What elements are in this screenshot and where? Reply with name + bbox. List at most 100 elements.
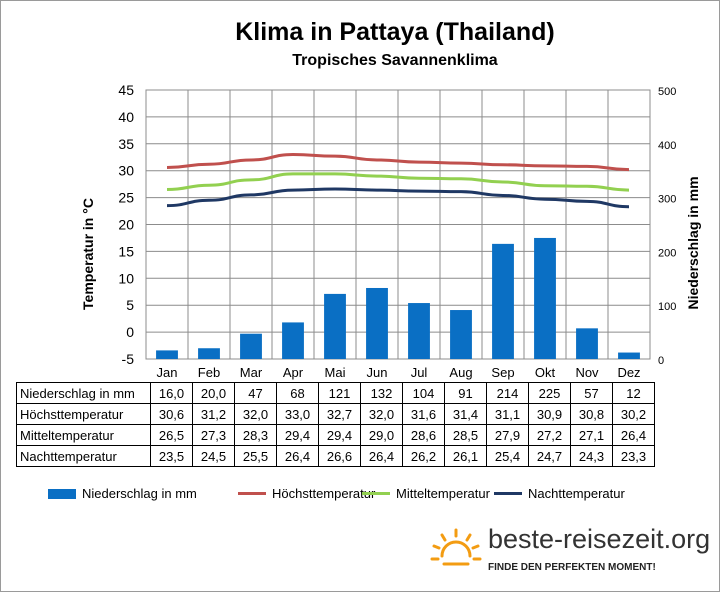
table-cell: 28,3 [234,424,277,446]
table-cell: 104 [402,382,445,404]
y-right-tick-label: 500 [658,86,676,98]
table-cell: 26,2 [402,445,445,467]
bar-aug [450,310,472,359]
bar-jul [408,303,430,359]
table-cell: 26,4 [360,445,403,467]
table-row: Höchsttemperatur 30,6 31,2 32,0 33,0 32,7 32,0… [16,403,655,425]
table-cell: 47 [234,382,277,404]
legend-swatch [494,492,522,495]
table-cell: 26,4 [276,445,319,467]
table-cell: 57 [570,382,613,404]
legend-item: Höchsttemperatur [238,486,375,501]
table-row: Nachttemperatur 23,5 24,5 25,5 26,4 26,6 26,4 2… [16,445,655,467]
y-left-tick-label: 20 [118,217,134,233]
table-cell: 25,4 [486,445,529,467]
table-cell: 26,6 [318,445,361,467]
x-tick-label: Feb [198,365,220,380]
table-cell: 24,7 [528,445,571,467]
x-tick-label: Jun [367,365,388,380]
line-mitteltemperatur [166,172,630,192]
table-cell: 30,9 [528,403,571,425]
table-cell: 132 [360,382,403,404]
table-cell: 26,5 [150,424,193,446]
table-cell: 28,6 [402,424,445,446]
table-cell: 23,3 [612,445,655,467]
brand-tagline: FINDE DEN PERFEKTEN MOMENT! [488,562,656,573]
legend-label: Nachttemperatur [528,486,625,501]
bar-dez [618,352,640,359]
chart-subtitle: Tropisches Savannenklima [292,52,498,69]
table-cell: 28,5 [444,424,487,446]
table-cell: 23,5 [150,445,193,467]
table-cell: 30,6 [150,403,193,425]
table-cell: 26,1 [444,445,487,467]
table-cell: 29,0 [360,424,403,446]
legend-swatch [362,492,390,495]
x-tick-label: Jul [411,365,428,380]
x-tick-label: Sep [491,365,514,380]
table-cell: 32,0 [360,403,403,425]
bar-feb [198,348,220,359]
y-right-tick-label: 200 [658,247,676,259]
bar-jun [366,287,388,359]
table-row-label: Höchsttemperatur [16,403,151,425]
bar-nov [576,328,598,359]
table-cell: 32,0 [234,403,277,425]
table-cell: 29,4 [276,424,319,446]
table-row: Mitteltemperatur 26,5 27,3 28,3 29,4 29,4 29,0… [16,424,655,446]
bar-sep [492,243,514,359]
bar-jan [156,350,178,359]
chart-title: Klima in Pattaya (Thailand) [235,18,555,46]
y-left-tick-label: 15 [118,243,134,259]
y-left-tick-label: 10 [118,270,134,286]
x-tick-label: Aug [449,365,472,380]
y-right-tick-label: 300 [658,194,676,206]
x-tick-label: Apr [283,365,304,380]
y-left-tick-label: 0 [126,324,134,340]
table-cell: 32,7 [318,403,361,425]
y-left-tick-label: 30 [118,163,134,179]
y-left-tick-label: 25 [118,190,134,206]
x-tick-label: Okt [535,365,556,380]
x-tick-label: Dez [617,365,640,380]
legend-item: Mitteltemperatur [362,486,490,501]
table-row-label: Mitteltemperatur [16,424,151,446]
table-cell: 121 [318,382,361,404]
brand-logo: beste-reisezeit.org FINDE DEN PERFEKTEN … [430,520,720,580]
brand-name: beste-reisezeit.org [488,524,711,554]
table-cell: 27,9 [486,424,529,446]
table-cell: 31,1 [486,403,529,425]
table-row-label: Niederschlag in mm [16,382,151,404]
table-cell: 27,3 [192,424,235,446]
table-cell: 31,2 [192,403,235,425]
table-cell: 20,0 [192,382,235,404]
x-tick-label: Nov [575,365,599,380]
table-cell: 12 [612,382,655,404]
line-h-chsttemperatur [166,153,630,172]
sun-icon [430,528,482,566]
y-right-tick-label: 0 [658,355,664,367]
bar-okt [534,237,556,359]
legend-item: Nachttemperatur [494,486,625,501]
bar-apr [282,322,304,359]
table-cell: 27,2 [528,424,571,446]
legend-item: Niederschlag in mm [48,486,197,501]
table-cell: 225 [528,382,571,404]
table-cell: 91 [444,382,487,404]
table-cell: 25,5 [234,445,277,467]
table-cell: 31,4 [444,403,487,425]
legend-swatch [238,492,266,495]
y-left-tick-label: 35 [118,136,134,152]
table-cell: 33,0 [276,403,319,425]
y-right-tick-label: 400 [658,140,676,152]
line-nachttemperatur [166,187,630,209]
table-cell: 29,4 [318,424,361,446]
legend-label: Mitteltemperatur [396,486,490,501]
legend-label: Niederschlag in mm [82,486,197,501]
x-tick-label: Jan [157,365,178,380]
y-left-tick-label: 45 [118,82,134,98]
table-row: Niederschlag in mm 16,0 20,0 47 68 121 132 104 9… [16,382,655,404]
table-cell: 30,2 [612,403,655,425]
